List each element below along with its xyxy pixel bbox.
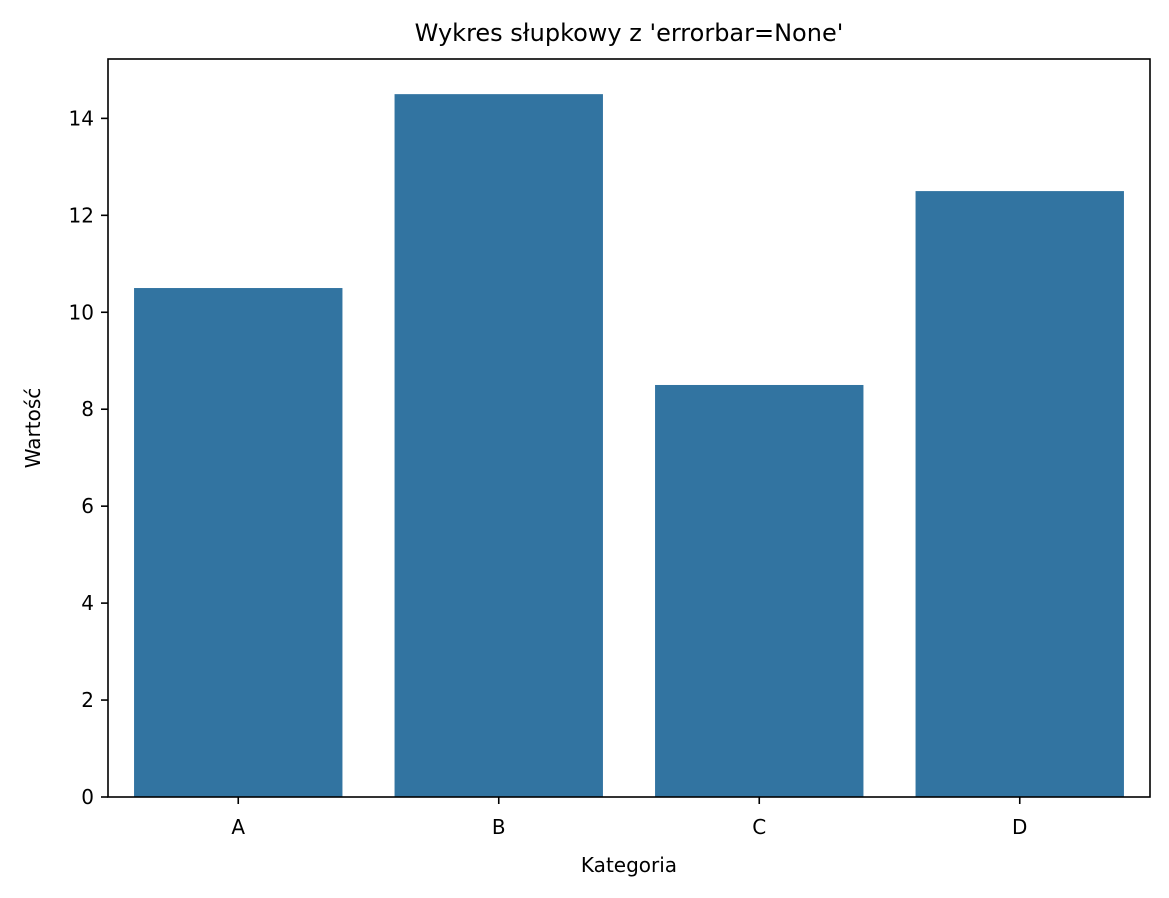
y-axis-ticks: 0 2 4 6 8 10 12 14 xyxy=(69,106,108,809)
y-tick-label: 8 xyxy=(81,397,94,421)
y-tick-label: 6 xyxy=(81,494,94,518)
bar-c xyxy=(655,384,864,797)
y-tick-label: 2 xyxy=(81,688,94,712)
x-tick-label: C xyxy=(752,815,766,839)
y-tick-label: 4 xyxy=(81,591,94,615)
chart-title: Wykres słupkowy z 'errorbar=None' xyxy=(415,19,844,47)
y-axis-label: Wartość xyxy=(21,388,45,468)
bar-d xyxy=(915,191,1124,798)
x-axis-ticks: A B C D xyxy=(231,797,1027,839)
plot-area-frame xyxy=(107,58,1151,798)
x-tick-label: A xyxy=(231,815,245,839)
y-tick-label: 14 xyxy=(69,106,94,130)
bars-group xyxy=(134,94,1124,798)
x-tick-label: B xyxy=(492,815,506,839)
bar-a xyxy=(134,288,343,797)
y-tick-label: 0 xyxy=(81,785,94,809)
bar-b xyxy=(394,94,603,797)
x-axis-label: Kategoria xyxy=(581,853,677,877)
y-tick-label: 10 xyxy=(69,300,94,324)
y-tick-label: 12 xyxy=(69,203,94,227)
x-tick-label: D xyxy=(1012,815,1027,839)
